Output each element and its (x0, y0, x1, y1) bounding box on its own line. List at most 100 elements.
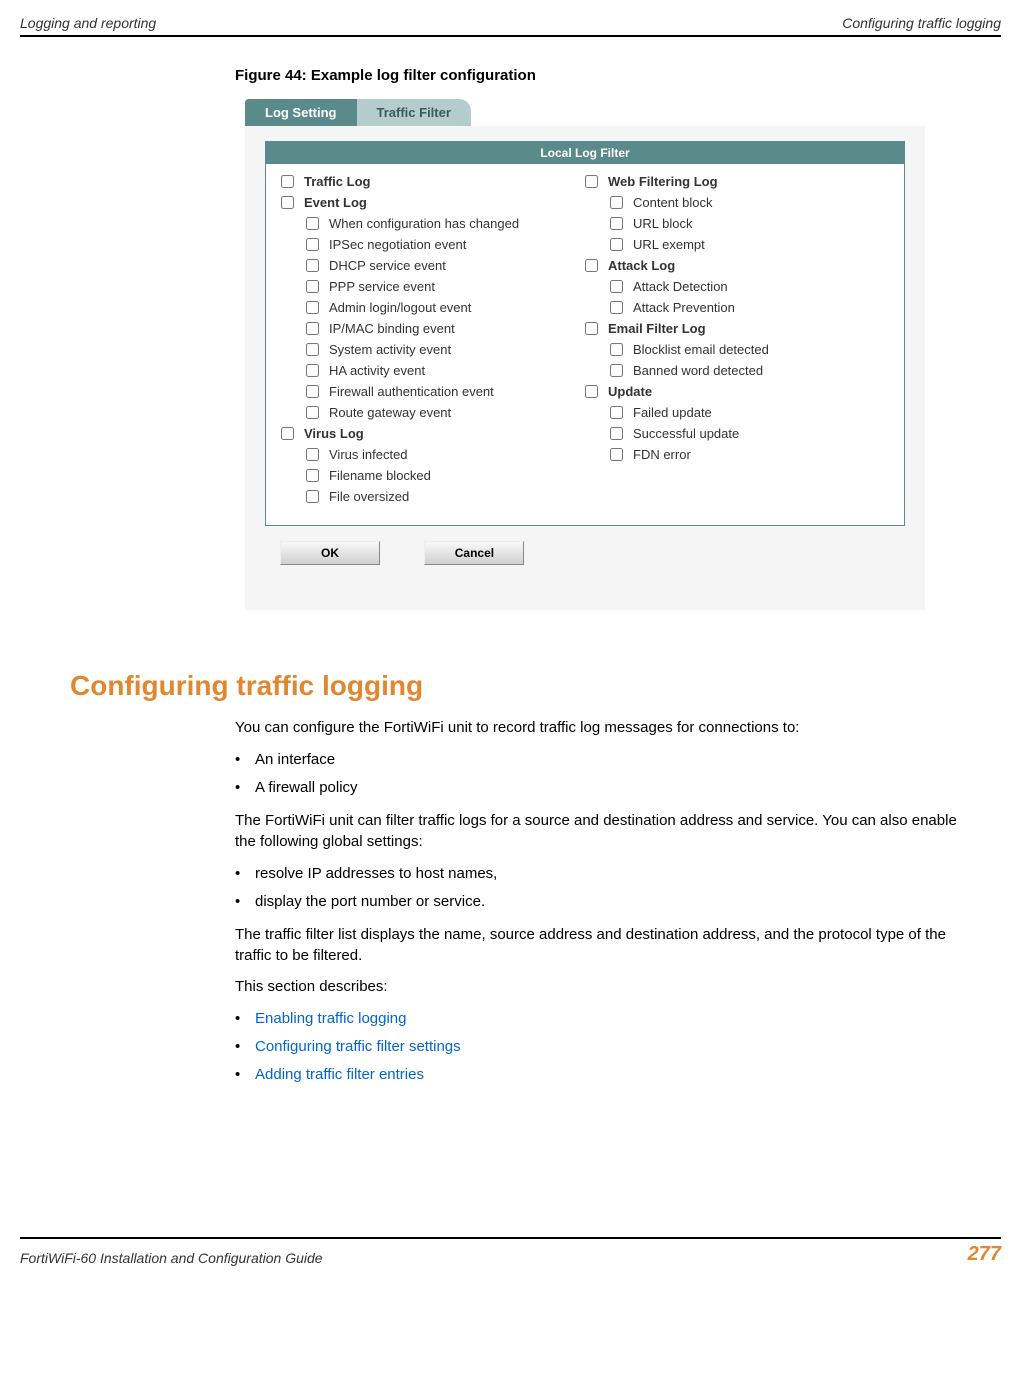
bullet-dot: • (235, 1007, 255, 1031)
filter-item: File oversized (306, 489, 585, 504)
filter-item: URL block (610, 216, 889, 231)
ok-button[interactable]: OK (280, 541, 380, 565)
filter-item: Event Log (281, 195, 585, 210)
filter-label: Email Filter Log (608, 321, 706, 336)
tab-traffic-filter[interactable]: Traffic Filter (357, 99, 471, 126)
filter-checkbox[interactable] (306, 301, 319, 314)
filter-checkbox[interactable] (610, 196, 623, 209)
filter-item: IP/MAC binding event (306, 321, 585, 336)
filter-label: Attack Log (608, 258, 675, 273)
filter-checkbox[interactable] (281, 196, 294, 209)
filter-label: Banned word detected (633, 363, 763, 378)
filter-item: Virus infected (306, 447, 585, 462)
filter-checkbox[interactable] (306, 238, 319, 251)
filter-checkbox[interactable] (306, 364, 319, 377)
filter-checkbox[interactable] (306, 217, 319, 230)
cancel-button[interactable]: Cancel (424, 541, 524, 565)
filter-item: Failed update (610, 405, 889, 420)
figure-caption: Figure 44: Example log filter configurat… (235, 67, 1001, 84)
filter-checkbox[interactable] (306, 490, 319, 503)
filter-item: PPP service event (306, 279, 585, 294)
filter-column-left: Traffic Log Event Log When configuration h… (281, 174, 585, 510)
filter-item: HA activity event (306, 363, 585, 378)
filter-item: Attack Log (585, 258, 889, 273)
bullet-text: resolve IP addresses to host names, (255, 862, 497, 886)
bullet-dot: • (235, 862, 255, 886)
filter-label: DHCP service event (329, 258, 446, 273)
bullet-text: A firewall policy (255, 776, 358, 800)
filter-checkbox[interactable] (610, 427, 623, 440)
filter-checkbox[interactable] (610, 343, 623, 356)
filter-box: Local Log Filter Traffic Log Event Log Whe… (265, 141, 905, 526)
screenshot-panel: Log Setting Traffic Filter Local Log Fil… (245, 99, 925, 610)
filter-checkbox[interactable] (306, 343, 319, 356)
filter-label: Attack Detection (633, 279, 728, 294)
filter-label: Update (608, 384, 652, 399)
filter-label: Web Filtering Log (608, 174, 718, 189)
bullet-dot: • (235, 1035, 255, 1059)
filter-checkbox[interactable] (281, 175, 294, 188)
filter-item: DHCP service event (306, 258, 585, 273)
filter-label: IP/MAC binding event (329, 321, 455, 336)
filter-checkbox[interactable] (306, 385, 319, 398)
filter-checkbox[interactable] (610, 301, 623, 314)
filter-label: Admin login/logout event (329, 300, 471, 315)
link-text[interactable]: Adding traffic filter entries (255, 1063, 424, 1087)
bullet-dot: • (235, 890, 255, 914)
filter-item: Traffic Log (281, 174, 585, 189)
page-footer: FortiWiFi-60 Installation and Configurat… (20, 1237, 1001, 1266)
button-row: OK Cancel (265, 541, 905, 565)
header-right: Configuring traffic logging (842, 15, 1001, 31)
filter-item: Email Filter Log (585, 321, 889, 336)
bullet-item: •An interface (235, 748, 981, 772)
bullet-list-2: •resolve IP addresses to host names,•dis… (235, 862, 981, 914)
bullet-dot: • (235, 1063, 255, 1087)
filter-checkbox[interactable] (281, 427, 294, 440)
filter-checkbox[interactable] (306, 259, 319, 272)
filter-checkbox[interactable] (585, 175, 598, 188)
page-header: Logging and reporting Configuring traffi… (20, 15, 1001, 37)
filter-label: IPSec negotiation event (329, 237, 466, 252)
bullet-item: •A firewall policy (235, 776, 981, 800)
filter-checkbox[interactable] (585, 259, 598, 272)
filter-label: Virus infected (329, 447, 408, 462)
filter-checkbox[interactable] (306, 280, 319, 293)
filter-checkbox[interactable] (610, 406, 623, 419)
filter-checkbox[interactable] (306, 469, 319, 482)
filter-checkbox[interactable] (306, 322, 319, 335)
tabs-row: Log Setting Traffic Filter (245, 99, 925, 126)
filter-checkbox[interactable] (610, 280, 623, 293)
link-list: •Enabling traffic logging•Configuring tr… (235, 1007, 981, 1087)
filter-box-title: Local Log Filter (266, 142, 904, 164)
tab-log-setting[interactable]: Log Setting (245, 99, 357, 126)
filter-checkbox[interactable] (610, 364, 623, 377)
filter-checkbox[interactable] (306, 448, 319, 461)
filter-checkbox[interactable] (610, 448, 623, 461)
filter-item: When configuration has changed (306, 216, 585, 231)
filter-item: URL exempt (610, 237, 889, 252)
bullet-item: •resolve IP addresses to host names, (235, 862, 981, 886)
filter-label: FDN error (633, 447, 691, 462)
filter-item: Attack Detection (610, 279, 889, 294)
paragraph-3: The traffic filter list displays the nam… (235, 924, 981, 966)
bullet-item: •Configuring traffic filter settings (235, 1035, 981, 1059)
paragraph-4: This section describes: (235, 976, 981, 997)
filter-item: Firewall authentication event (306, 384, 585, 399)
paragraph-1: You can configure the FortiWiFi unit to … (235, 717, 981, 738)
link-text[interactable]: Enabling traffic logging (255, 1007, 407, 1031)
filter-checkbox[interactable] (610, 217, 623, 230)
filter-checkbox[interactable] (610, 238, 623, 251)
link-text[interactable]: Configuring traffic filter settings (255, 1035, 461, 1059)
filter-label: Firewall authentication event (329, 384, 494, 399)
filter-checkbox[interactable] (306, 406, 319, 419)
footer-left: FortiWiFi-60 Installation and Configurat… (20, 1250, 323, 1266)
filter-label: System activity event (329, 342, 451, 357)
filter-checkbox[interactable] (585, 385, 598, 398)
filter-checkbox[interactable] (585, 322, 598, 335)
filter-label: PPP service event (329, 279, 435, 294)
filter-column-right: Web Filtering LogContent blockURL blockU… (585, 174, 889, 510)
footer-page-number: 277 (968, 1243, 1001, 1266)
filter-panel: Local Log Filter Traffic Log Event Log Whe… (245, 126, 925, 585)
filter-label: HA activity event (329, 363, 425, 378)
filter-item: Route gateway event (306, 405, 585, 420)
